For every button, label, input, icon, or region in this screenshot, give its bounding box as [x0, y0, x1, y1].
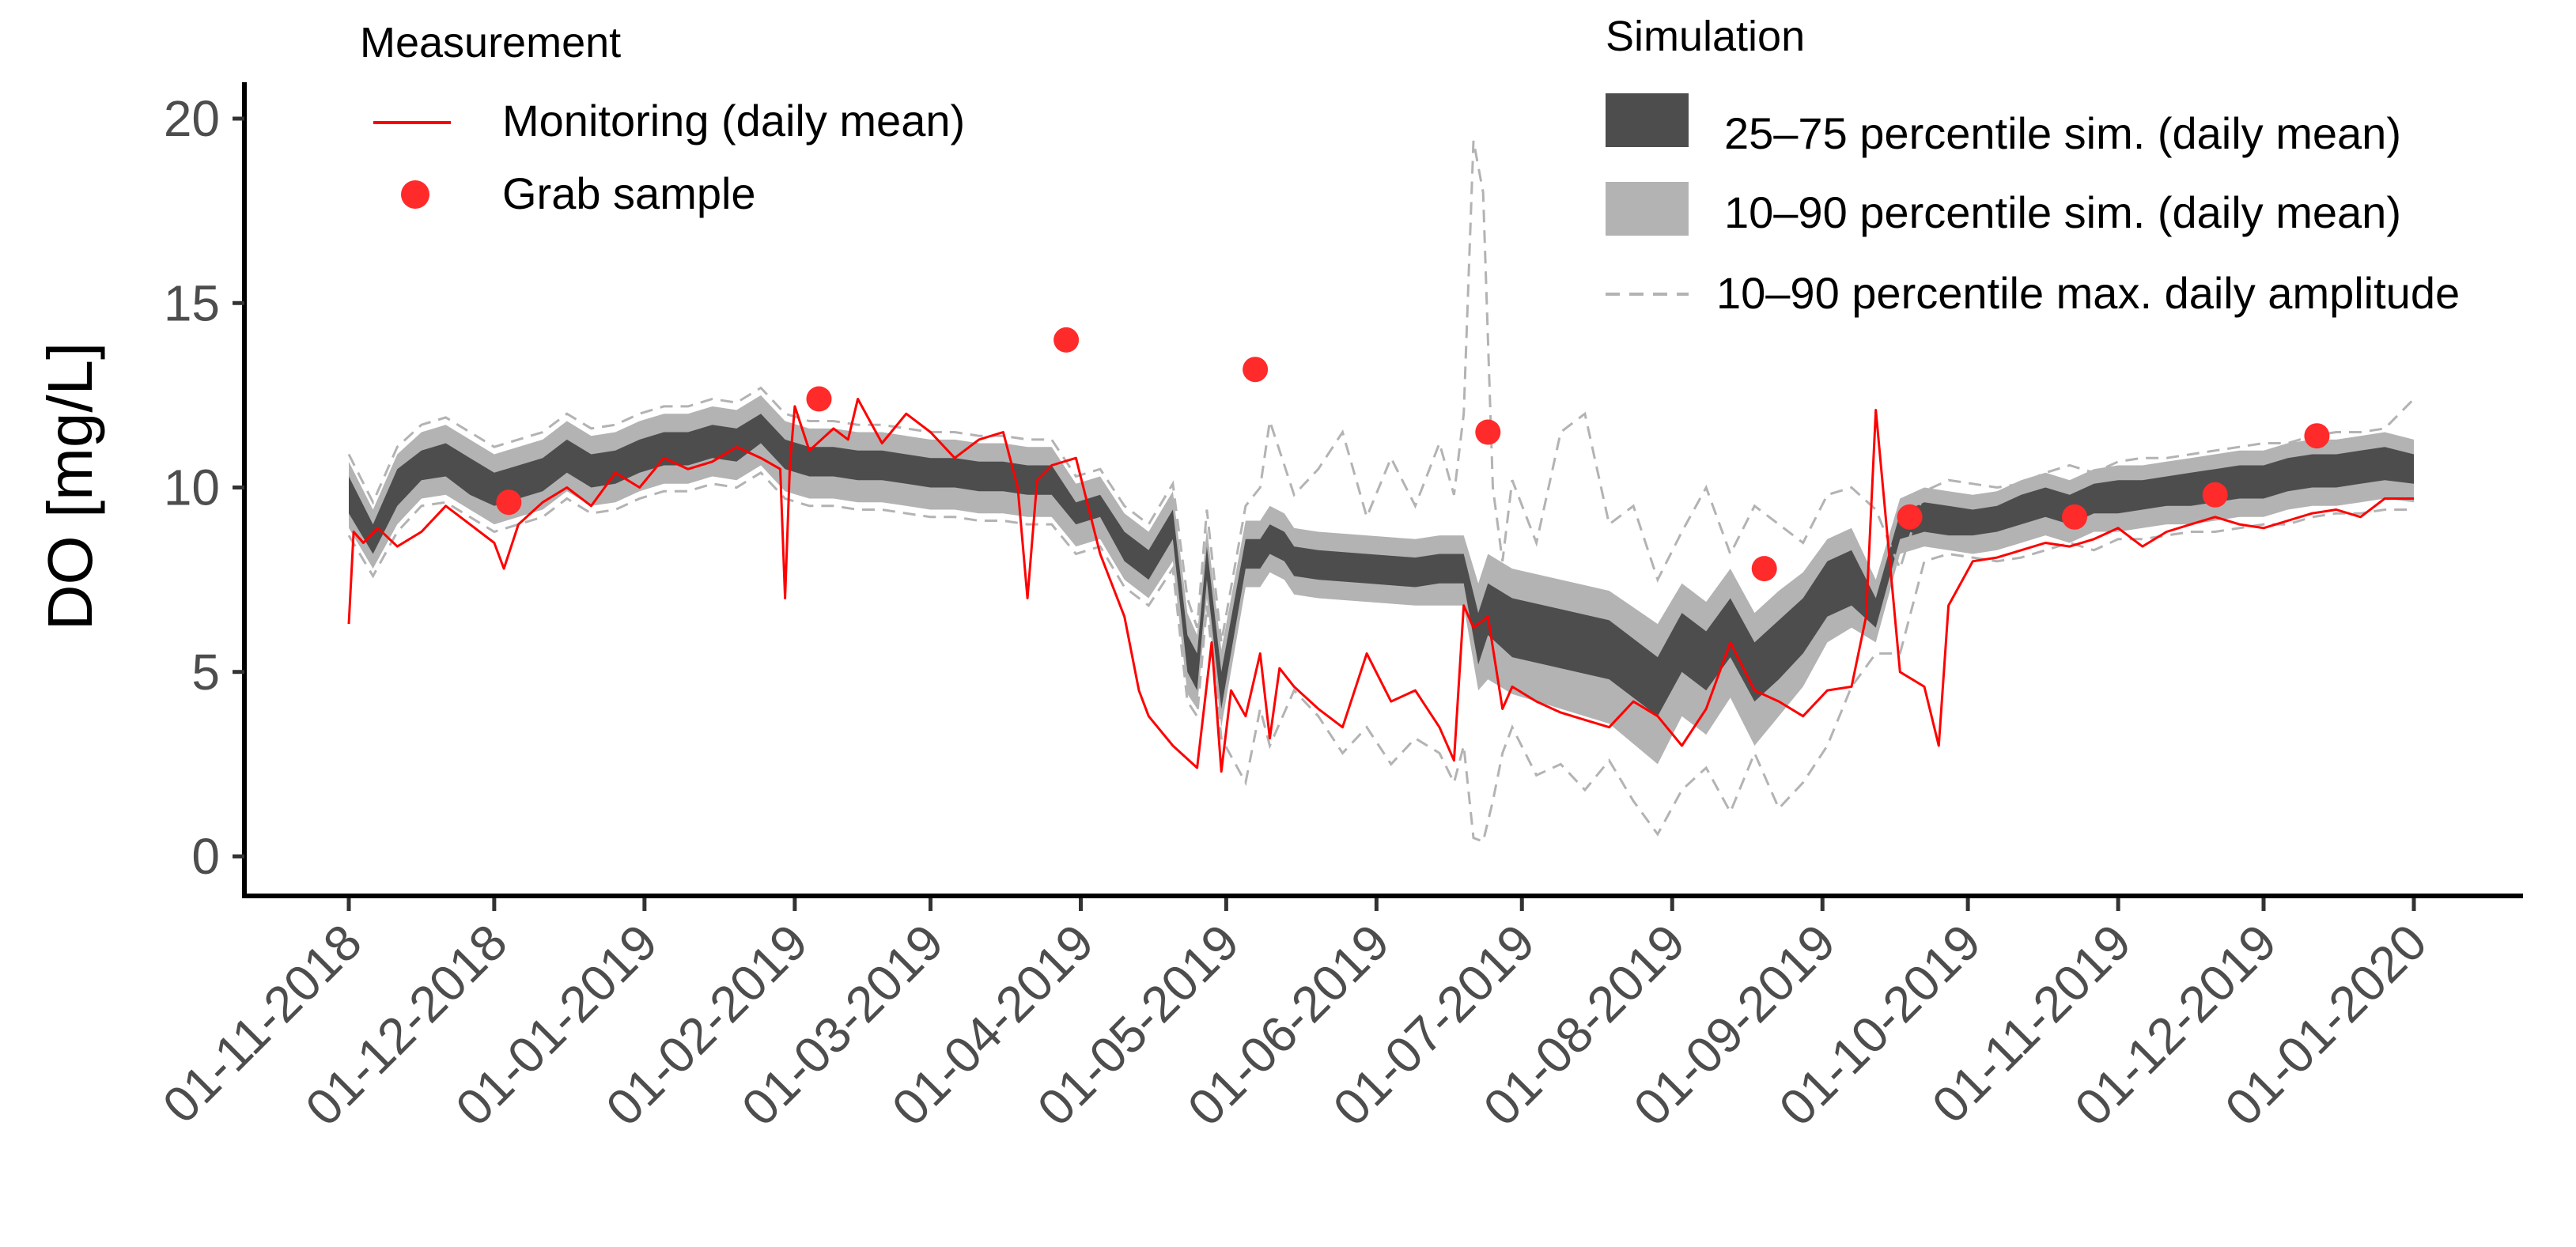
band-25-75	[349, 414, 2414, 716]
y-tick-label: 5	[191, 644, 220, 701]
grab-sample-point	[1475, 419, 1501, 445]
x-ticks: 01-11-201801-12-201801-01-201901-02-2019…	[152, 898, 2438, 1136]
y-tick-label: 15	[164, 274, 220, 331]
amplitude-upper-line	[347, 140, 2415, 643]
grab-sample-point	[2202, 482, 2228, 508]
amplitude-legend-label: 10–90 percentile max. daily amplitude	[1716, 268, 2460, 318]
monitoring-line	[347, 398, 2414, 773]
band-10-90-legend-label: 10–90 percentile sim. (daily mean)	[1724, 187, 2401, 237]
band-10-90-legend-swatch	[1606, 182, 1689, 236]
grab-sample-point	[496, 489, 522, 516]
amplitude-lines	[347, 140, 2415, 844]
simulation-bands	[349, 395, 2414, 765]
grab-sample-legend-swatch	[401, 180, 429, 209]
band-25-75-legend-label: 25–75 percentile sim. (daily mean)	[1724, 108, 2401, 158]
monitoring-line-group	[347, 398, 2414, 773]
grab-sample-point	[1897, 504, 1923, 530]
grab-sample-point	[2304, 423, 2330, 449]
grab-sample-point	[1751, 556, 1777, 582]
y-tick-label: 0	[191, 828, 220, 885]
y-tick-label: 20	[164, 90, 220, 147]
y-axis-label: DO [mg/L]	[35, 342, 105, 631]
measurement-legend-title: Measurement	[360, 19, 621, 66]
grab-samples	[496, 327, 2330, 582]
simulation-legend-title: Simulation	[1606, 13, 1805, 60]
grab-sample-legend-label: Grab sample	[502, 168, 756, 218]
grab-sample-point	[1243, 357, 1269, 383]
y-ticks: 0 5 10 15 20	[164, 90, 244, 885]
y-tick-label: 10	[164, 459, 220, 516]
band-25-75-legend-swatch	[1606, 93, 1689, 147]
measurement-legend: Measurement Monitoring (daily mean) Grab…	[360, 19, 965, 218]
grab-sample-point	[2062, 504, 2087, 530]
amplitude-lower-line	[347, 470, 2414, 844]
simulation-legend: Simulation 25–75 percentile sim. (daily …	[1606, 13, 2460, 318]
grab-sample-point	[806, 386, 832, 412]
monitoring-legend-label: Monitoring (daily mean)	[502, 96, 965, 145]
grab-sample-point	[1053, 327, 1080, 353]
